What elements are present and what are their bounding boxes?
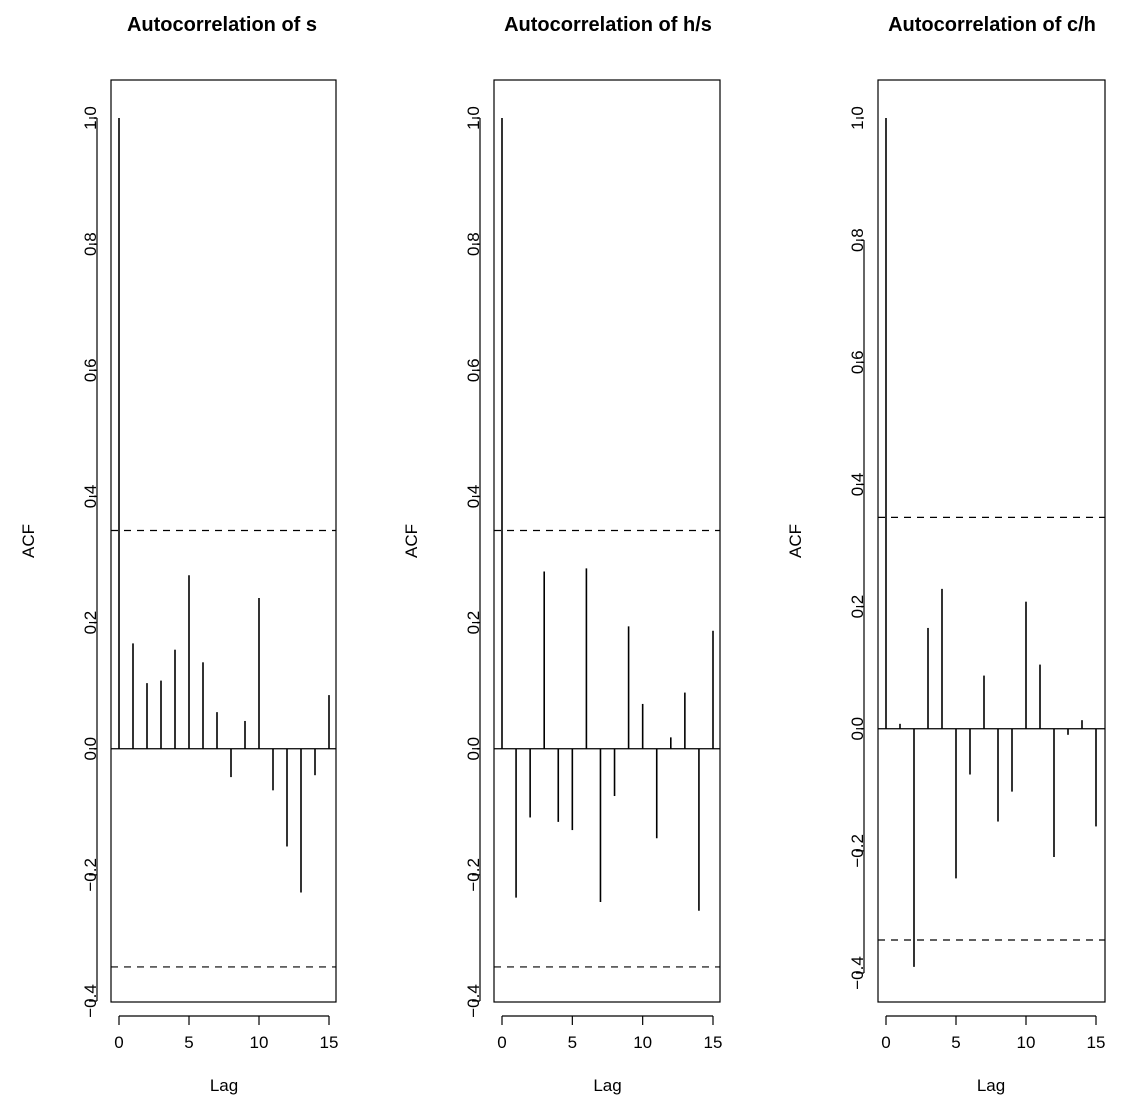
x-tick-label: 0 — [114, 1033, 123, 1052]
x-tick-label: 15 — [320, 1033, 339, 1052]
plot-frame — [877, 79, 1106, 1003]
y-tick-label: −0.2 — [81, 858, 100, 892]
y-tick-label: 0.2 — [848, 595, 867, 619]
x-tick-label: 15 — [704, 1033, 723, 1052]
y-tick-label: 0.8 — [464, 232, 483, 256]
x-tick-label: 5 — [951, 1033, 960, 1052]
y-tick-label: 0.6 — [81, 358, 100, 382]
y-tick-label: −0.2 — [464, 858, 483, 892]
y-axis-label: ACF — [402, 524, 421, 558]
y-tick-label: 1.0 — [81, 106, 100, 130]
x-tick-label: 0 — [881, 1033, 890, 1052]
chart-title: Autocorrelation of h/s — [504, 14, 712, 36]
x-tick-label: 10 — [633, 1033, 652, 1052]
y-tick-label: 0.8 — [848, 228, 867, 252]
x-tick-label: 5 — [184, 1033, 193, 1052]
y-tick-label: −0.4 — [848, 956, 867, 990]
chart-title: Autocorrelation of s — [127, 14, 317, 36]
y-tick-label: 0.2 — [464, 611, 483, 635]
y-tick-label: −0.4 — [81, 984, 100, 1018]
y-tick-label: 0.6 — [464, 358, 483, 382]
y-axis-label: ACF — [786, 524, 805, 558]
y-tick-label: 0.2 — [81, 611, 100, 635]
x-tick-label: 5 — [568, 1033, 577, 1052]
x-tick-label: 10 — [1017, 1033, 1036, 1052]
y-tick-label: 0.0 — [81, 737, 100, 761]
y-tick-label: 0.6 — [848, 350, 867, 374]
y-tick-label: 0.0 — [848, 717, 867, 741]
plot-frame — [110, 79, 337, 1003]
plot-frame — [493, 79, 721, 1003]
x-tick-label: 0 — [497, 1033, 506, 1052]
y-tick-label: 0.4 — [81, 485, 100, 509]
y-tick-label: −0.2 — [848, 834, 867, 868]
x-tick-label: 15 — [1087, 1033, 1106, 1052]
y-tick-label: 0.0 — [464, 737, 483, 761]
x-tick-label: 10 — [250, 1033, 269, 1052]
x-axis-label: Lag — [977, 1076, 1005, 1095]
x-axis-label: Lag — [593, 1076, 621, 1095]
y-tick-label: 0.4 — [464, 485, 483, 509]
y-axis-label: ACF — [19, 524, 38, 558]
y-tick-label: 0.4 — [848, 473, 867, 497]
chart-title: Autocorrelation of c/h — [888, 14, 1096, 36]
x-axis-label: Lag — [210, 1076, 238, 1095]
y-tick-label: 0.8 — [81, 232, 100, 256]
y-tick-label: −0.4 — [464, 984, 483, 1018]
y-tick-label: 1.0 — [464, 106, 483, 130]
